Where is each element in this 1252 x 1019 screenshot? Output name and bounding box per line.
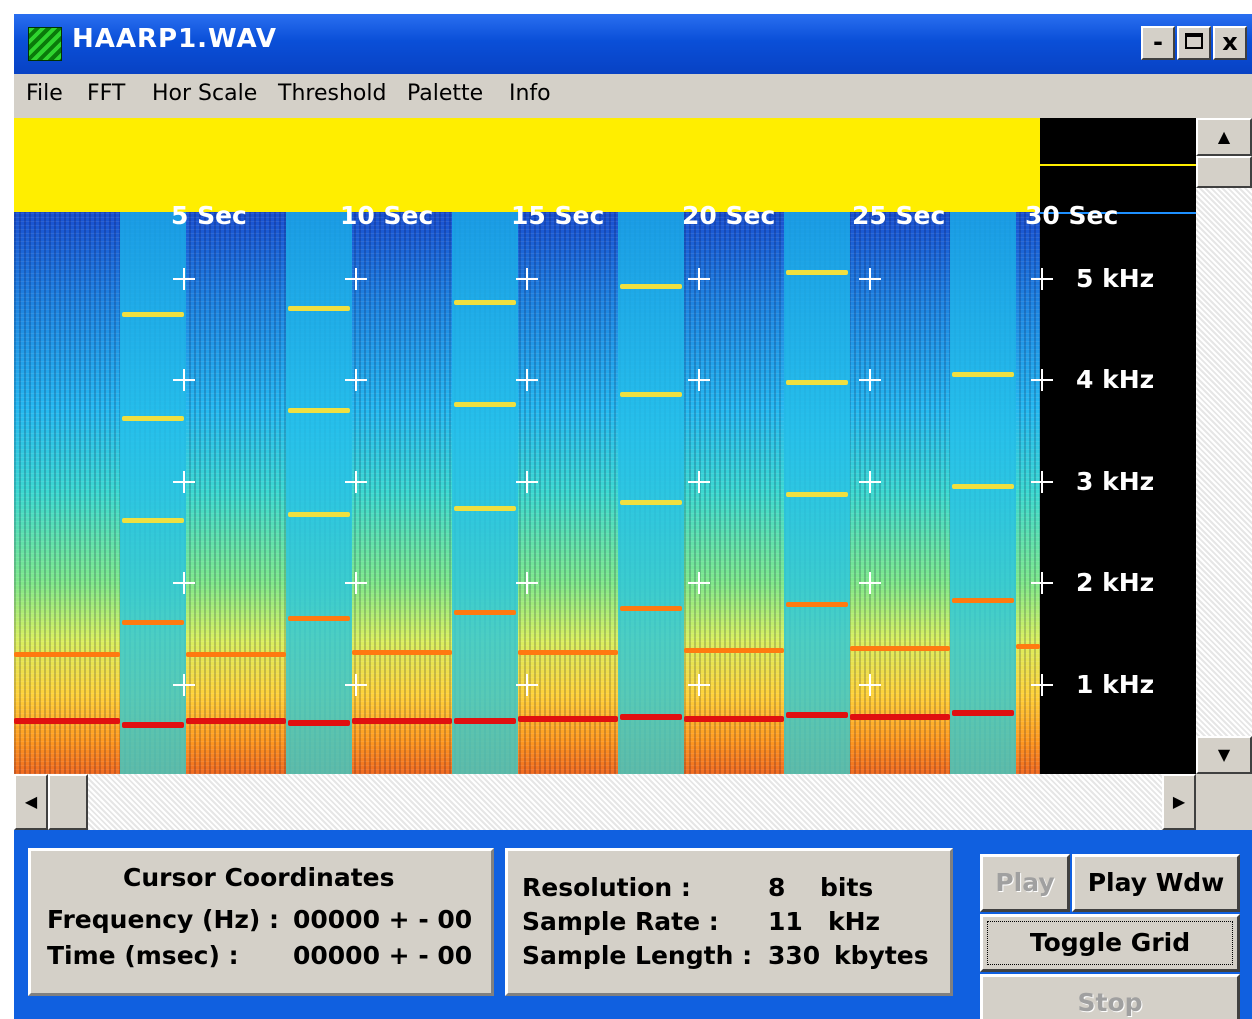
sample-length-unit: kbytes — [834, 941, 929, 970]
menu-bar: File FFT Hor Scale Threshold Palette Inf… — [14, 74, 1252, 116]
horizontal-scrollbar[interactable]: ◀ ▶ — [14, 774, 1196, 830]
menu-hor-scale[interactable]: Hor Scale — [152, 81, 258, 106]
resolution-value: 8 — [768, 873, 786, 902]
grid-marker — [173, 369, 195, 391]
band-guide-line — [1040, 164, 1196, 166]
play-window-button[interactable]: Play Wdw — [1072, 854, 1240, 912]
window-title: HAARP1.WAV — [72, 24, 278, 54]
menu-file[interactable]: File — [26, 81, 63, 106]
grid-marker — [345, 572, 367, 594]
stop-button[interactable]: Stop — [980, 974, 1240, 1019]
time-label-20s: 20 Sec — [682, 201, 776, 230]
grid-marker — [1031, 268, 1053, 290]
sample-rate-value: 11 — [768, 907, 803, 936]
play-button[interactable]: Play — [980, 854, 1070, 912]
maximize-button[interactable] — [1177, 26, 1211, 60]
grid-marker — [173, 674, 195, 696]
app-icon — [28, 27, 62, 61]
grid-marker — [859, 572, 881, 594]
grid-marker — [516, 674, 538, 696]
scroll-left-button[interactable]: ◀ — [14, 774, 48, 830]
maximize-icon — [1185, 33, 1203, 49]
scroll-right-button[interactable]: ▶ — [1162, 774, 1196, 830]
sample-rate-label: Sample Rate : — [522, 907, 719, 936]
title-bar[interactable]: HAARP1.WAV - x — [14, 14, 1252, 74]
freq-label-2khz: 2 kHz — [1076, 568, 1155, 597]
resolution-label: Resolution : — [522, 873, 691, 902]
freq-label-5khz: 5 kHz — [1076, 264, 1155, 293]
grid-marker — [1031, 572, 1053, 594]
scroll-down-button[interactable]: ▼ — [1196, 736, 1252, 774]
grid-marker — [859, 268, 881, 290]
minimize-button[interactable]: - — [1141, 26, 1175, 60]
sample-info-panel: Resolution : 8 bits Sample Rate : 11 kHz… — [505, 848, 953, 996]
grid-marker — [345, 674, 367, 696]
axis-guide-line — [1040, 212, 1196, 214]
time-label-5s: 5 Sec — [171, 201, 247, 230]
grid-marker — [1031, 674, 1053, 696]
grid-marker — [173, 471, 195, 493]
grid-marker — [859, 471, 881, 493]
time-value: 00000 + - 00 — [293, 941, 473, 970]
cursor-coordinates-panel: Cursor Coordinates Frequency (Hz) : 0000… — [28, 848, 494, 996]
menu-info[interactable]: Info — [509, 81, 551, 106]
grid-marker — [1031, 369, 1053, 391]
menu-fft[interactable]: FFT — [87, 81, 126, 106]
menu-threshold[interactable]: Threshold — [278, 81, 387, 106]
arrow-right-icon: ▶ — [1172, 792, 1186, 811]
waveform-band — [14, 118, 1040, 212]
grid-marker — [345, 268, 367, 290]
time-label-30s: 30 Sec — [1025, 201, 1119, 230]
grid-marker — [345, 471, 367, 493]
freq-label-1khz: 1 kHz — [1076, 670, 1155, 699]
grid-marker — [516, 369, 538, 391]
scrollbar-corner — [1196, 774, 1252, 830]
vertical-scroll-thumb[interactable] — [1196, 156, 1252, 188]
grid-marker — [688, 674, 710, 696]
vertical-scrollbar[interactable]: ▲ ▼ — [1196, 118, 1252, 774]
sample-length-value: 330 — [768, 941, 821, 970]
grid-marker — [688, 369, 710, 391]
grid-marker — [173, 572, 195, 594]
frequency-scale-area — [1040, 118, 1196, 774]
freq-label-3khz: 3 kHz — [1076, 467, 1155, 496]
freq-label-4khz: 4 kHz — [1076, 365, 1155, 394]
time-label-15s: 15 Sec — [511, 201, 605, 230]
scroll-up-button[interactable]: ▲ — [1196, 118, 1252, 156]
grid-marker — [688, 471, 710, 493]
toggle-grid-button[interactable]: Toggle Grid — [980, 914, 1240, 972]
time-label-25s: 25 Sec — [852, 201, 946, 230]
arrow-up-icon: ▲ — [1217, 127, 1231, 146]
status-panel: Cursor Coordinates Frequency (Hz) : 0000… — [14, 830, 1252, 1019]
grid-marker — [173, 268, 195, 290]
close-button[interactable]: x — [1213, 26, 1247, 60]
arrow-left-icon: ◀ — [24, 792, 38, 811]
horizontal-scroll-thumb[interactable] — [48, 774, 88, 830]
cursor-heading: Cursor Coordinates — [123, 863, 395, 892]
sample-length-label: Sample Length : — [522, 941, 753, 970]
time-label: Time (msec) : — [47, 941, 239, 970]
time-label-10s: 10 Sec — [340, 201, 434, 230]
arrow-down-icon: ▼ — [1217, 745, 1231, 764]
grid-marker — [688, 572, 710, 594]
frequency-label: Frequency (Hz) : — [47, 905, 280, 934]
spectrogram-canvas[interactable]: 5 Sec 10 Sec 15 Sec 20 Sec 25 Sec 30 Sec… — [14, 118, 1196, 774]
grid-marker — [859, 674, 881, 696]
menu-palette[interactable]: Palette — [407, 81, 484, 106]
sample-rate-unit: kHz — [828, 907, 881, 936]
frequency-value: 00000 + - 00 — [293, 905, 473, 934]
resolution-unit: bits — [820, 873, 874, 902]
grid-marker — [1031, 471, 1053, 493]
grid-marker — [516, 572, 538, 594]
grid-marker — [516, 471, 538, 493]
grid-marker — [688, 268, 710, 290]
toggle-grid-label: Toggle Grid — [1029, 928, 1191, 957]
grid-marker — [859, 369, 881, 391]
grid-marker — [345, 369, 367, 391]
app-window: HAARP1.WAV - x File FFT Hor Scale Thresh… — [14, 14, 1252, 1019]
grid-marker — [516, 268, 538, 290]
